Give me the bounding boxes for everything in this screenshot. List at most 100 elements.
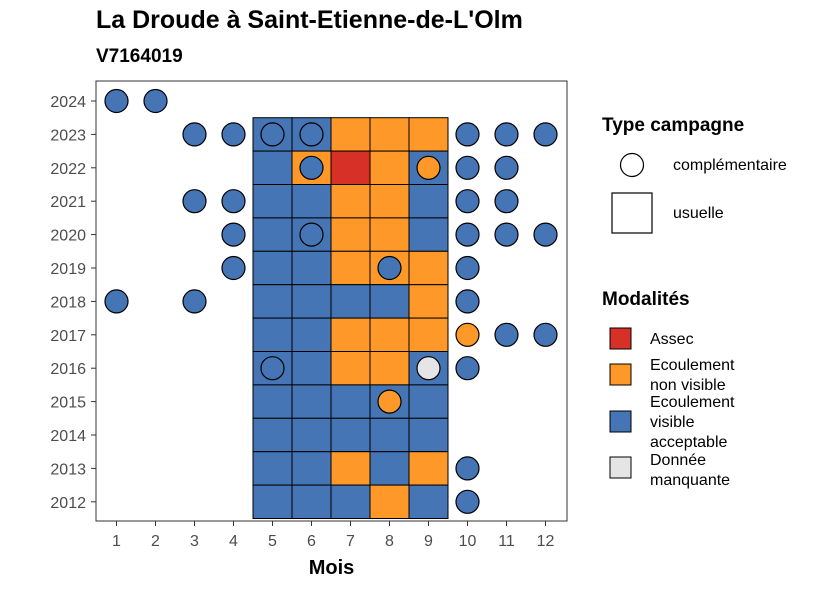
x-tick-label-5: 5 (268, 533, 277, 550)
tile-2015-6 (291, 384, 332, 419)
point-2020-6 (299, 222, 324, 247)
point-2018-3 (182, 289, 207, 314)
x-tick-label-1: 1 (112, 533, 121, 550)
point-2021-3 (182, 189, 207, 214)
tile-2023-7 (330, 117, 371, 152)
tile-2021-9 (408, 184, 449, 219)
point-2023-10 (455, 122, 480, 147)
point-2015-8 (377, 389, 402, 414)
y-tick-label-2021: 2021 (50, 194, 86, 211)
tile-2016-7 (330, 351, 371, 386)
tile-2014-7 (330, 417, 371, 453)
tile-2021-6 (291, 184, 332, 219)
tile-2018-6 (291, 284, 332, 319)
point-2023-4 (221, 122, 246, 147)
tile-2013-7 (330, 451, 371, 486)
tile-2012-5 (252, 484, 293, 520)
y-tick-label-2012: 2012 (50, 495, 86, 512)
point-2020-12 (533, 222, 558, 247)
legend-key-complementaire (619, 152, 645, 178)
tile-2020-8 (369, 217, 410, 252)
tile-2022-8 (369, 150, 410, 186)
tile-2020-7 (330, 217, 371, 252)
tile-2018-8 (369, 284, 410, 319)
tile-2023-9 (408, 117, 449, 152)
point-2016-9 (416, 356, 441, 381)
legend-type-label-usuelle: usuelle (673, 205, 724, 222)
tile-2017-7 (330, 317, 371, 353)
y-tick-label-2024: 2024 (50, 94, 86, 111)
point-2016-10 (455, 356, 480, 381)
point-2021-10 (455, 189, 480, 214)
point-2019-8 (377, 255, 402, 281)
x-tick-label-3: 3 (190, 533, 199, 550)
chart-subtitle: V7164019 (96, 46, 183, 67)
point-2022-6 (299, 155, 324, 180)
tile-2023-8 (369, 117, 410, 152)
x-tick-label-7: 7 (346, 533, 355, 550)
point-2022-9 (416, 155, 441, 180)
legend-modalites-title: Modalités (602, 289, 690, 310)
tile-2019-5 (252, 250, 293, 286)
tile-2018-7 (330, 284, 371, 319)
legend-key-usuelle (611, 192, 653, 234)
point-2020-4 (221, 222, 246, 247)
tile-2018-5 (252, 284, 293, 319)
tile-2021-8 (369, 184, 410, 219)
point-2020-11 (494, 222, 519, 247)
tile-2013-9 (408, 451, 449, 486)
y-tick-label-2014: 2014 (50, 428, 86, 445)
tile-2014-6 (291, 417, 332, 453)
x-tick-label-4: 4 (229, 533, 238, 550)
tile-2022-5 (252, 150, 293, 186)
legend-label-ecoulement-non-visible: Ecoulement non visible (650, 357, 735, 394)
x-tick-label-12: 12 (537, 533, 555, 550)
y-tick-label-2020: 2020 (50, 228, 86, 245)
tile-2012-9 (408, 484, 449, 520)
tile-2014-5 (252, 417, 293, 453)
tile-2014-8 (369, 417, 410, 453)
point-2022-10 (455, 155, 480, 180)
tile-2015-9 (408, 384, 449, 419)
tile-2012-8 (369, 484, 410, 520)
point-2023-11 (494, 122, 519, 147)
x-tick-label-2: 2 (151, 533, 160, 550)
legend-key-N (609, 363, 632, 386)
tile-2013-5 (252, 451, 293, 486)
tile-2019-7 (330, 250, 371, 286)
legend-key-M (609, 456, 632, 479)
y-tick-label-2016: 2016 (50, 361, 86, 378)
legend-type-title: Type campagne (602, 115, 745, 136)
tile-2017-9 (408, 317, 449, 353)
tile-2021-5 (252, 184, 293, 219)
point-2023-3 (182, 122, 207, 147)
tile-2013-8 (369, 451, 410, 486)
point-2022-11 (494, 155, 519, 180)
point-2023-12 (533, 122, 558, 147)
point-2021-4 (221, 189, 246, 214)
tile-2016-6 (291, 351, 332, 386)
point-2019-4 (221, 255, 246, 281)
point-2023-6 (299, 122, 324, 147)
tile-2012-6 (291, 484, 332, 520)
tile-2016-8 (369, 351, 410, 386)
point-2019-10 (455, 255, 480, 281)
x-tick-label-8: 8 (385, 533, 394, 550)
tile-2020-5 (252, 217, 293, 252)
legend-label-ecoulement-visible: Ecoulement visible acceptable (650, 394, 735, 451)
y-tick-label-2023: 2023 (50, 127, 86, 144)
point-2017-12 (533, 322, 558, 347)
point-2013-10 (455, 456, 480, 481)
tile-2019-9 (408, 250, 449, 286)
tile-2021-7 (330, 184, 371, 219)
tile-2012-7 (330, 484, 371, 520)
x-axis-title: Mois (309, 557, 355, 579)
legend-key-A (609, 327, 632, 350)
tile-2013-6 (291, 451, 332, 486)
tile-2017-8 (369, 317, 410, 353)
y-tick-label-2022: 2022 (50, 161, 86, 178)
tile-2015-5 (252, 384, 293, 419)
tile-2022-7 (330, 150, 371, 186)
point-2021-11 (494, 189, 519, 214)
